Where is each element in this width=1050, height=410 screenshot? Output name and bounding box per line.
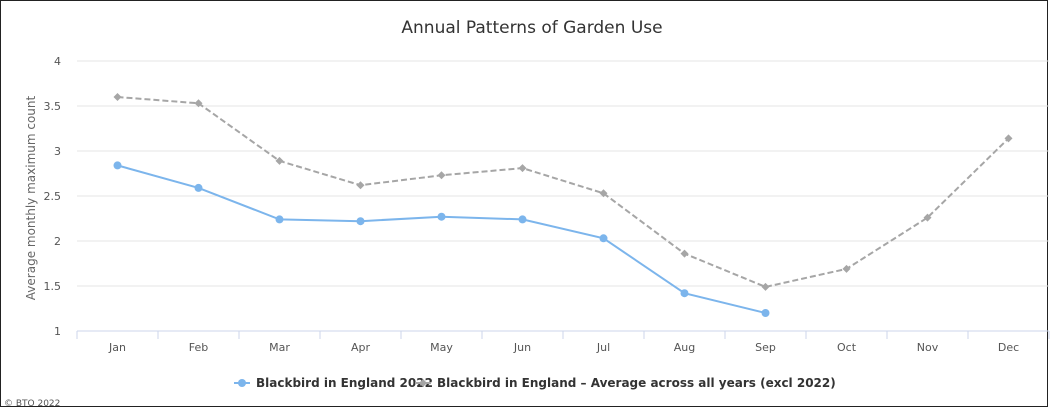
y-tick-label: 3.5	[44, 100, 62, 113]
series-layer	[113, 93, 1013, 317]
y-axis: 1 1.5 2 2.5 3 3.5 4	[44, 55, 62, 338]
gridlines	[77, 60, 1049, 332]
y-tick-label: 4	[54, 55, 61, 68]
x-axis: Jan Feb Mar Apr May Jun Jul Aug Sep Oct Nov Dec	[76, 331, 1050, 354]
x-tick-label: Jan	[108, 341, 126, 354]
legend-marker	[238, 379, 246, 387]
y-tick-label: 3	[54, 145, 61, 158]
x-tick-label: Nov	[917, 341, 939, 354]
y-tick-label: 1	[54, 325, 61, 338]
y-tick-label: 1.5	[44, 280, 62, 293]
x-tick-label: Jun	[513, 341, 531, 354]
legend-item-2[interactable]: Blackbird in England – Average across al…	[415, 376, 836, 390]
data-point[interactable]	[194, 99, 203, 108]
data-point[interactable]	[113, 93, 122, 101]
x-tick-label: May	[430, 341, 453, 354]
data-point[interactable]	[680, 249, 689, 258]
data-point[interactable]	[923, 213, 932, 222]
legend-label: Blackbird in England 2022	[256, 376, 433, 390]
legend-marker	[419, 379, 427, 387]
data-point[interactable]	[842, 264, 851, 273]
y-tick-label: 2	[54, 235, 61, 248]
series-2[interactable]	[113, 93, 1013, 291]
chart-title: Annual Patterns of Garden Use	[401, 18, 662, 38]
data-point[interactable]	[356, 181, 365, 190]
series-line[interactable]	[117, 164, 766, 314]
data-point[interactable]	[1004, 134, 1013, 143]
data-point[interactable]	[518, 164, 527, 173]
credit-text: © BTO 2022	[4, 399, 60, 409]
x-tick-label: Sep	[755, 341, 776, 354]
data-point[interactable]	[599, 234, 608, 243]
series-line[interactable]	[117, 96, 1010, 288]
data-point[interactable]	[518, 215, 527, 224]
data-point[interactable]	[356, 217, 365, 226]
data-point[interactable]	[113, 161, 122, 170]
data-point[interactable]	[275, 215, 284, 224]
data-point[interactable]	[761, 309, 770, 317]
data-point[interactable]	[761, 282, 770, 291]
legend-item-1[interactable]: Blackbird in England 2022	[234, 376, 433, 390]
x-tick-label: Mar	[269, 341, 290, 354]
x-tick-label: Dec	[998, 341, 1019, 354]
data-point[interactable]	[437, 171, 446, 180]
x-tick-label: Oct	[837, 341, 857, 354]
legend[interactable]: Blackbird in England 2022 Blackbird in En…	[234, 376, 836, 390]
data-point[interactable]	[194, 183, 203, 192]
data-point[interactable]	[599, 189, 608, 198]
data-point[interactable]	[275, 156, 284, 165]
series-1[interactable]	[113, 161, 770, 317]
x-tick-label: Aug	[674, 341, 695, 354]
legend-label: Blackbird in England – Average across al…	[437, 376, 836, 390]
data-point[interactable]	[680, 289, 689, 298]
x-tick-label: Jul	[596, 341, 610, 354]
x-tick-label: Apr	[351, 341, 371, 354]
x-tick-label: Feb	[189, 341, 208, 354]
y-axis-title: Average monthly maximum count	[24, 95, 38, 300]
data-point[interactable]	[437, 212, 446, 221]
y-tick-label: 2.5	[44, 190, 62, 203]
